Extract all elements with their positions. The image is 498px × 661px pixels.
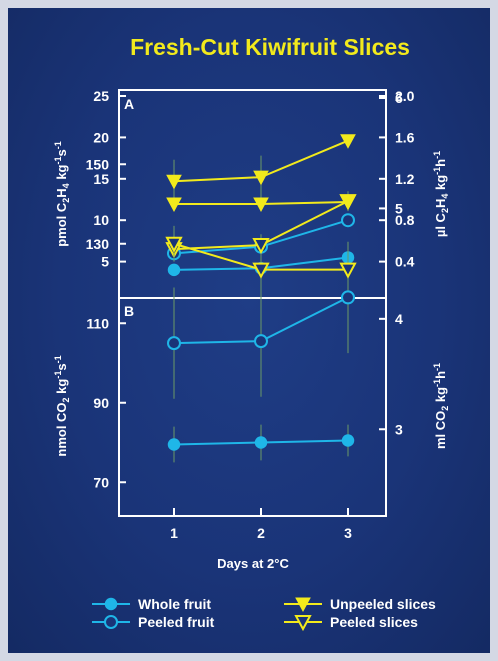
data-point [167,336,181,351]
chart-slide: Fresh-Cut Kiwifruit Slices A B pmol C2H4… [8,8,490,653]
data-point [341,290,355,305]
data-point [104,597,118,611]
left-tick-label: 25 [93,88,109,104]
data-point [167,438,181,451]
left-tick-label: 130 [86,236,110,252]
panel-b-right-axis-label: ml CO2 kg-1h-1 [432,363,450,449]
x-axis-label: Days at 2°C [217,556,289,571]
data-point [341,434,355,447]
legend: Whole fruit Unpeeled slices Peeled fruit Pe… [92,596,436,632]
left-tick-label: 10 [93,212,109,228]
left-tick-label: 90 [93,395,109,411]
chart-svg: Fresh-Cut Kiwifruit Slices A B pmol C2H4… [53,34,450,632]
legend-label: Unpeeled slices [330,596,436,612]
data-point [295,597,311,613]
data-point [104,615,118,629]
data-point [166,197,182,213]
data-point [341,213,355,228]
right-tick-label: 2.0 [395,88,415,104]
left-tick-label: 15 [93,171,109,187]
x-tick-label: 2 [257,525,265,541]
chart-title: Fresh-Cut Kiwifruit Slices [130,34,410,60]
series-layer [165,134,357,463]
data-point [340,195,356,211]
left-tick-label: 5 [101,254,109,270]
legend-label: Peeled fruit [138,614,215,630]
data-point [165,236,183,253]
x-tick-label: 1 [170,525,178,541]
data-point [294,615,312,632]
data-point [252,238,270,255]
left-tick-label: 110 [86,315,109,331]
data-point [339,262,357,279]
data-point [166,174,182,190]
right-tick-label: 1.2 [395,171,415,187]
panel-a-left-axis-label: pmol C2H4 kg-1s-1 [53,141,71,247]
data-point [253,170,269,186]
data-point [340,134,356,149]
data-point [167,263,181,277]
right-tick-label: 5 [395,200,403,216]
legend-label: Whole fruit [138,596,211,612]
x-tick-label: 3 [344,525,352,541]
left-tick-label: 20 [93,129,109,145]
right-tick-label: 1.6 [395,129,415,145]
legend-label: Peeled slices [330,614,418,630]
right-tick-label: 3 [395,421,403,437]
right-tick-label: 0.8 [395,212,415,228]
right-tick-label: 0.4 [395,254,415,270]
panel-a-right-axis-label: µl C2H4 kg-1h-1 [432,151,450,237]
panel-b-label: B [124,303,134,319]
data-point [253,197,269,213]
panel-b-left-axis-label: nmol CO2 kg-1s-1 [53,355,71,456]
axes-layer: 1 2 3 5 10 15 20 25 0.4 0.8 1.2 1.6 2.0 70 90 110 130 150… [86,88,415,541]
left-tick-label: 150 [86,156,110,172]
plot-frame [118,89,387,517]
data-point [254,436,268,449]
right-tick-label: 4 [395,311,403,327]
panel-a-label: A [124,96,134,112]
right-tick-label: 6 [395,90,403,106]
data-point [254,334,268,349]
data-point [252,262,270,279]
left-tick-label: 70 [93,474,109,490]
